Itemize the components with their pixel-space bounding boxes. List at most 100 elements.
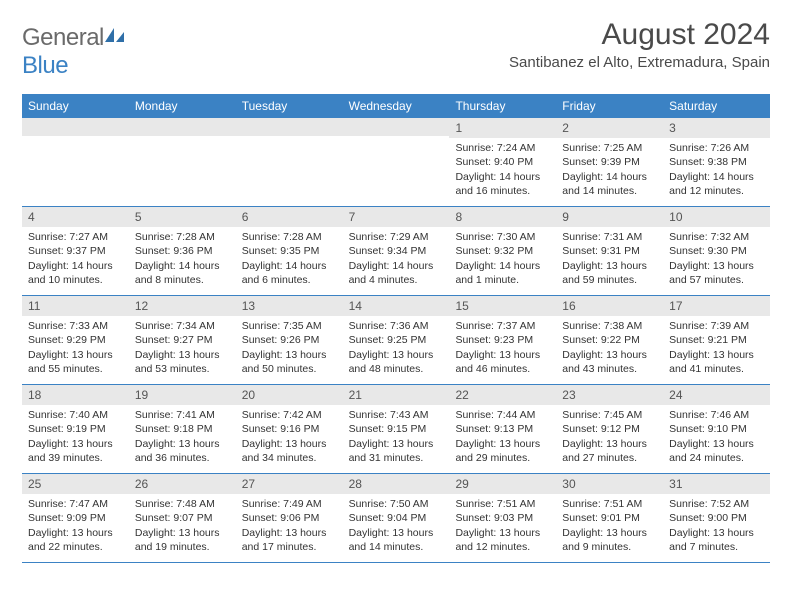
sunrise-text: Sunrise: 7:51 AM [562, 497, 657, 511]
week-row: 25Sunrise: 7:47 AMSunset: 9:09 PMDayligh… [22, 474, 770, 563]
day-number: 19 [129, 385, 236, 405]
day-number: 8 [449, 207, 556, 227]
day-body: Sunrise: 7:43 AMSunset: 9:15 PMDaylight:… [343, 405, 450, 469]
day-body: Sunrise: 7:52 AMSunset: 9:00 PMDaylight:… [663, 494, 770, 558]
day-number: 26 [129, 474, 236, 494]
sunrise-text: Sunrise: 7:29 AM [349, 230, 444, 244]
daylight-text: Daylight: 13 hours and 29 minutes. [455, 437, 550, 465]
day-cell: 17Sunrise: 7:39 AMSunset: 9:21 PMDayligh… [663, 296, 770, 384]
day-number: 21 [343, 385, 450, 405]
day-of-week-header-row: SundayMondayTuesdayWednesdayThursdayFrid… [22, 94, 770, 118]
sunset-text: Sunset: 9:35 PM [242, 244, 337, 258]
sunset-text: Sunset: 9:16 PM [242, 422, 337, 436]
day-cell: 3Sunrise: 7:26 AMSunset: 9:38 PMDaylight… [663, 118, 770, 206]
day-number [343, 118, 450, 136]
day-cell: 26Sunrise: 7:48 AMSunset: 9:07 PMDayligh… [129, 474, 236, 562]
day-body: Sunrise: 7:36 AMSunset: 9:25 PMDaylight:… [343, 316, 450, 380]
day-number: 6 [236, 207, 343, 227]
day-cell: 16Sunrise: 7:38 AMSunset: 9:22 PMDayligh… [556, 296, 663, 384]
day-body: Sunrise: 7:32 AMSunset: 9:30 PMDaylight:… [663, 227, 770, 291]
day-cell: 14Sunrise: 7:36 AMSunset: 9:25 PMDayligh… [343, 296, 450, 384]
day-body: Sunrise: 7:50 AMSunset: 9:04 PMDaylight:… [343, 494, 450, 558]
week-row: 11Sunrise: 7:33 AMSunset: 9:29 PMDayligh… [22, 296, 770, 385]
sunset-text: Sunset: 9:21 PM [669, 333, 764, 347]
sunset-text: Sunset: 9:25 PM [349, 333, 444, 347]
sunset-text: Sunset: 9:00 PM [669, 511, 764, 525]
day-body: Sunrise: 7:38 AMSunset: 9:22 PMDaylight:… [556, 316, 663, 380]
dow-header-cell: Thursday [449, 94, 556, 118]
day-number [236, 118, 343, 136]
day-number: 3 [663, 118, 770, 138]
sunrise-text: Sunrise: 7:48 AM [135, 497, 230, 511]
sunset-text: Sunset: 9:18 PM [135, 422, 230, 436]
logo-sail-icon [104, 27, 126, 45]
day-cell [129, 118, 236, 206]
sunrise-text: Sunrise: 7:24 AM [455, 141, 550, 155]
dow-header-cell: Friday [556, 94, 663, 118]
day-cell: 27Sunrise: 7:49 AMSunset: 9:06 PMDayligh… [236, 474, 343, 562]
day-body: Sunrise: 7:37 AMSunset: 9:23 PMDaylight:… [449, 316, 556, 380]
day-body: Sunrise: 7:34 AMSunset: 9:27 PMDaylight:… [129, 316, 236, 380]
day-number: 20 [236, 385, 343, 405]
sunset-text: Sunset: 9:07 PM [135, 511, 230, 525]
day-body [343, 136, 450, 196]
daylight-text: Daylight: 13 hours and 53 minutes. [135, 348, 230, 376]
day-cell: 2Sunrise: 7:25 AMSunset: 9:39 PMDaylight… [556, 118, 663, 206]
day-body: Sunrise: 7:39 AMSunset: 9:21 PMDaylight:… [663, 316, 770, 380]
daylight-text: Daylight: 13 hours and 39 minutes. [28, 437, 123, 465]
daylight-text: Daylight: 13 hours and 9 minutes. [562, 526, 657, 554]
sunrise-text: Sunrise: 7:36 AM [349, 319, 444, 333]
day-number: 28 [343, 474, 450, 494]
sunrise-text: Sunrise: 7:46 AM [669, 408, 764, 422]
day-number: 29 [449, 474, 556, 494]
day-number: 9 [556, 207, 663, 227]
day-body: Sunrise: 7:49 AMSunset: 9:06 PMDaylight:… [236, 494, 343, 558]
day-cell: 13Sunrise: 7:35 AMSunset: 9:26 PMDayligh… [236, 296, 343, 384]
day-number: 15 [449, 296, 556, 316]
sunset-text: Sunset: 9:26 PM [242, 333, 337, 347]
day-number: 25 [22, 474, 129, 494]
daylight-text: Daylight: 14 hours and 8 minutes. [135, 259, 230, 287]
location-subtitle: Santibanez el Alto, Extremadura, Spain [509, 54, 770, 71]
day-cell: 31Sunrise: 7:52 AMSunset: 9:00 PMDayligh… [663, 474, 770, 562]
sunrise-text: Sunrise: 7:47 AM [28, 497, 123, 511]
title-block: August 2024 Santibanez el Alto, Extremad… [509, 18, 770, 71]
daylight-text: Daylight: 14 hours and 4 minutes. [349, 259, 444, 287]
day-number: 10 [663, 207, 770, 227]
day-cell: 11Sunrise: 7:33 AMSunset: 9:29 PMDayligh… [22, 296, 129, 384]
sunset-text: Sunset: 9:29 PM [28, 333, 123, 347]
day-cell: 9Sunrise: 7:31 AMSunset: 9:31 PMDaylight… [556, 207, 663, 295]
day-body [22, 136, 129, 196]
sunset-text: Sunset: 9:39 PM [562, 155, 657, 169]
day-cell: 20Sunrise: 7:42 AMSunset: 9:16 PMDayligh… [236, 385, 343, 473]
day-body: Sunrise: 7:25 AMSunset: 9:39 PMDaylight:… [556, 138, 663, 202]
day-cell: 29Sunrise: 7:51 AMSunset: 9:03 PMDayligh… [449, 474, 556, 562]
sunrise-text: Sunrise: 7:37 AM [455, 319, 550, 333]
day-body: Sunrise: 7:42 AMSunset: 9:16 PMDaylight:… [236, 405, 343, 469]
day-number: 11 [22, 296, 129, 316]
sunrise-text: Sunrise: 7:40 AM [28, 408, 123, 422]
daylight-text: Daylight: 13 hours and 59 minutes. [562, 259, 657, 287]
daylight-text: Daylight: 14 hours and 10 minutes. [28, 259, 123, 287]
sunset-text: Sunset: 9:13 PM [455, 422, 550, 436]
day-body: Sunrise: 7:30 AMSunset: 9:32 PMDaylight:… [449, 227, 556, 291]
day-body: Sunrise: 7:26 AMSunset: 9:38 PMDaylight:… [663, 138, 770, 202]
daylight-text: Daylight: 13 hours and 7 minutes. [669, 526, 764, 554]
sunrise-text: Sunrise: 7:38 AM [562, 319, 657, 333]
day-number: 14 [343, 296, 450, 316]
day-body: Sunrise: 7:27 AMSunset: 9:37 PMDaylight:… [22, 227, 129, 291]
week-row: 1Sunrise: 7:24 AMSunset: 9:40 PMDaylight… [22, 118, 770, 207]
dow-header-cell: Saturday [663, 94, 770, 118]
sunset-text: Sunset: 9:04 PM [349, 511, 444, 525]
day-number: 30 [556, 474, 663, 494]
day-cell: 28Sunrise: 7:50 AMSunset: 9:04 PMDayligh… [343, 474, 450, 562]
sunset-text: Sunset: 9:34 PM [349, 244, 444, 258]
day-cell: 10Sunrise: 7:32 AMSunset: 9:30 PMDayligh… [663, 207, 770, 295]
sunset-text: Sunset: 9:06 PM [242, 511, 337, 525]
daylight-text: Daylight: 13 hours and 48 minutes. [349, 348, 444, 376]
day-body: Sunrise: 7:35 AMSunset: 9:26 PMDaylight:… [236, 316, 343, 380]
daylight-text: Daylight: 13 hours and 24 minutes. [669, 437, 764, 465]
day-cell: 24Sunrise: 7:46 AMSunset: 9:10 PMDayligh… [663, 385, 770, 473]
dow-header-cell: Tuesday [236, 94, 343, 118]
daylight-text: Daylight: 13 hours and 12 minutes. [455, 526, 550, 554]
